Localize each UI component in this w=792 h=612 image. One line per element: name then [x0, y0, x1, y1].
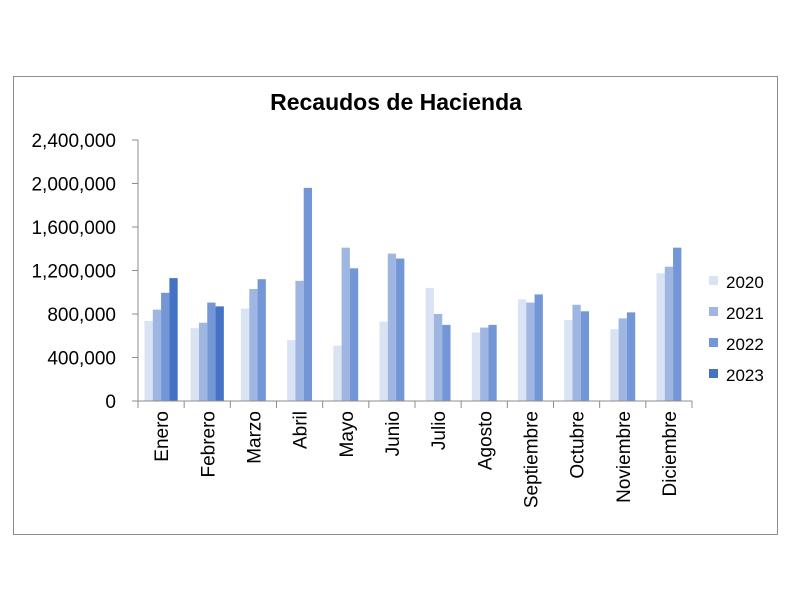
bar-2021-septiembre — [526, 302, 535, 401]
bar-2022-febrero — [207, 302, 216, 401]
bar-2021-noviembre — [618, 318, 627, 401]
bar-2022-agosto — [488, 324, 497, 401]
bar-2023-febrero — [215, 306, 224, 401]
bar-2020-marzo — [240, 308, 250, 401]
x-tick-label-febrero: Febrero — [198, 411, 219, 478]
bar-2020-junio — [379, 321, 388, 401]
y-tick-label: 2,000,000 — [31, 175, 116, 196]
bar-2020-octubre — [564, 319, 573, 401]
bar-2022-noviembre — [626, 312, 636, 401]
bar-2023-enero — [169, 278, 178, 401]
y-tick-label: 0 — [105, 392, 116, 413]
y-tick-label: 1,200,000 — [31, 262, 116, 283]
bar-2022-julio — [442, 324, 451, 401]
bar-2020-noviembre — [610, 329, 619, 401]
legend-label-2023: 2023 — [726, 366, 764, 385]
bar-2021-diciembre — [664, 266, 674, 401]
x-tick-label-abril: Abril — [291, 411, 312, 449]
x-tick-label-marzo: Marzo — [244, 411, 265, 464]
y-axis-ticks: 0 400,000 800,000 1,200,000 1,600,000 2,000,0… — [31, 131, 138, 413]
bar-2020-mayo — [333, 345, 342, 401]
bar-2022-mayo — [349, 268, 359, 401]
y-tick-label: 2,400,000 — [31, 131, 116, 152]
y-tick-label: 400,000 — [47, 349, 116, 370]
x-tick-label-julio: Julio — [429, 411, 450, 450]
bar-2020-julio — [425, 287, 434, 401]
bar-2022-diciembre — [673, 247, 682, 401]
bar-2021-mayo — [341, 247, 350, 401]
bar-2020-febrero — [190, 328, 199, 401]
bar-2022-enero — [161, 292, 170, 401]
x-tick-label-enero: Enero — [152, 411, 173, 462]
bar-2021-enero — [152, 309, 162, 401]
bar-2021-octubre — [572, 304, 581, 401]
legend-swatch-2022 — [709, 338, 718, 347]
x-tick-label-octubre: Octubre — [568, 411, 589, 479]
bar-2020-septiembre — [517, 299, 527, 401]
bar-2020-enero — [144, 321, 153, 401]
x-tick-label-agosto: Agosto — [475, 411, 496, 470]
legend-swatch-2021 — [709, 307, 718, 316]
bar-2022-septiembre — [534, 294, 543, 401]
x-axis-ticks: Enero Febrero Marzo Abril Mayo Junio Julio Agos… — [152, 411, 681, 508]
x-tick-label-junio: Junio — [383, 411, 404, 456]
legend-label-2021: 2021 — [726, 304, 764, 323]
bars — [144, 187, 682, 401]
x-tick-label-septiembre: Septiembre — [521, 411, 542, 508]
bar-2020-diciembre — [656, 273, 665, 401]
legend-label-2020: 2020 — [726, 273, 764, 292]
x-tick-label-diciembre: Diciembre — [660, 411, 681, 497]
bar-2022-octubre — [580, 311, 590, 401]
axes — [137, 140, 693, 408]
bar-2021-marzo — [249, 288, 258, 401]
bar-2021-febrero — [198, 322, 208, 401]
bar-2020-abril — [287, 340, 296, 401]
bar-2021-agosto — [480, 327, 489, 401]
legend-label-2022: 2022 — [726, 335, 764, 354]
y-tick-label: 800,000 — [47, 305, 116, 326]
legend: 2020 2021 2022 2023 — [709, 273, 764, 385]
bar-2022-junio — [396, 258, 405, 401]
x-tick-label-mayo: Mayo — [337, 411, 358, 457]
chart-frame — [13, 76, 778, 535]
bar-2021-julio — [433, 314, 443, 401]
bar-2022-abril — [303, 187, 313, 401]
x-tick-label-noviembre: Noviembre — [614, 411, 635, 503]
y-tick-label: 1,600,000 — [31, 218, 116, 239]
bar-2020-agosto — [471, 332, 481, 401]
legend-swatch-2023 — [709, 369, 718, 378]
bar-2021-junio — [387, 253, 397, 401]
chart-title: Recaudos de Hacienda — [270, 89, 522, 115]
bar-2022-marzo — [257, 279, 266, 401]
legend-swatch-2020 — [709, 276, 718, 285]
bar-2021-abril — [295, 280, 304, 401]
